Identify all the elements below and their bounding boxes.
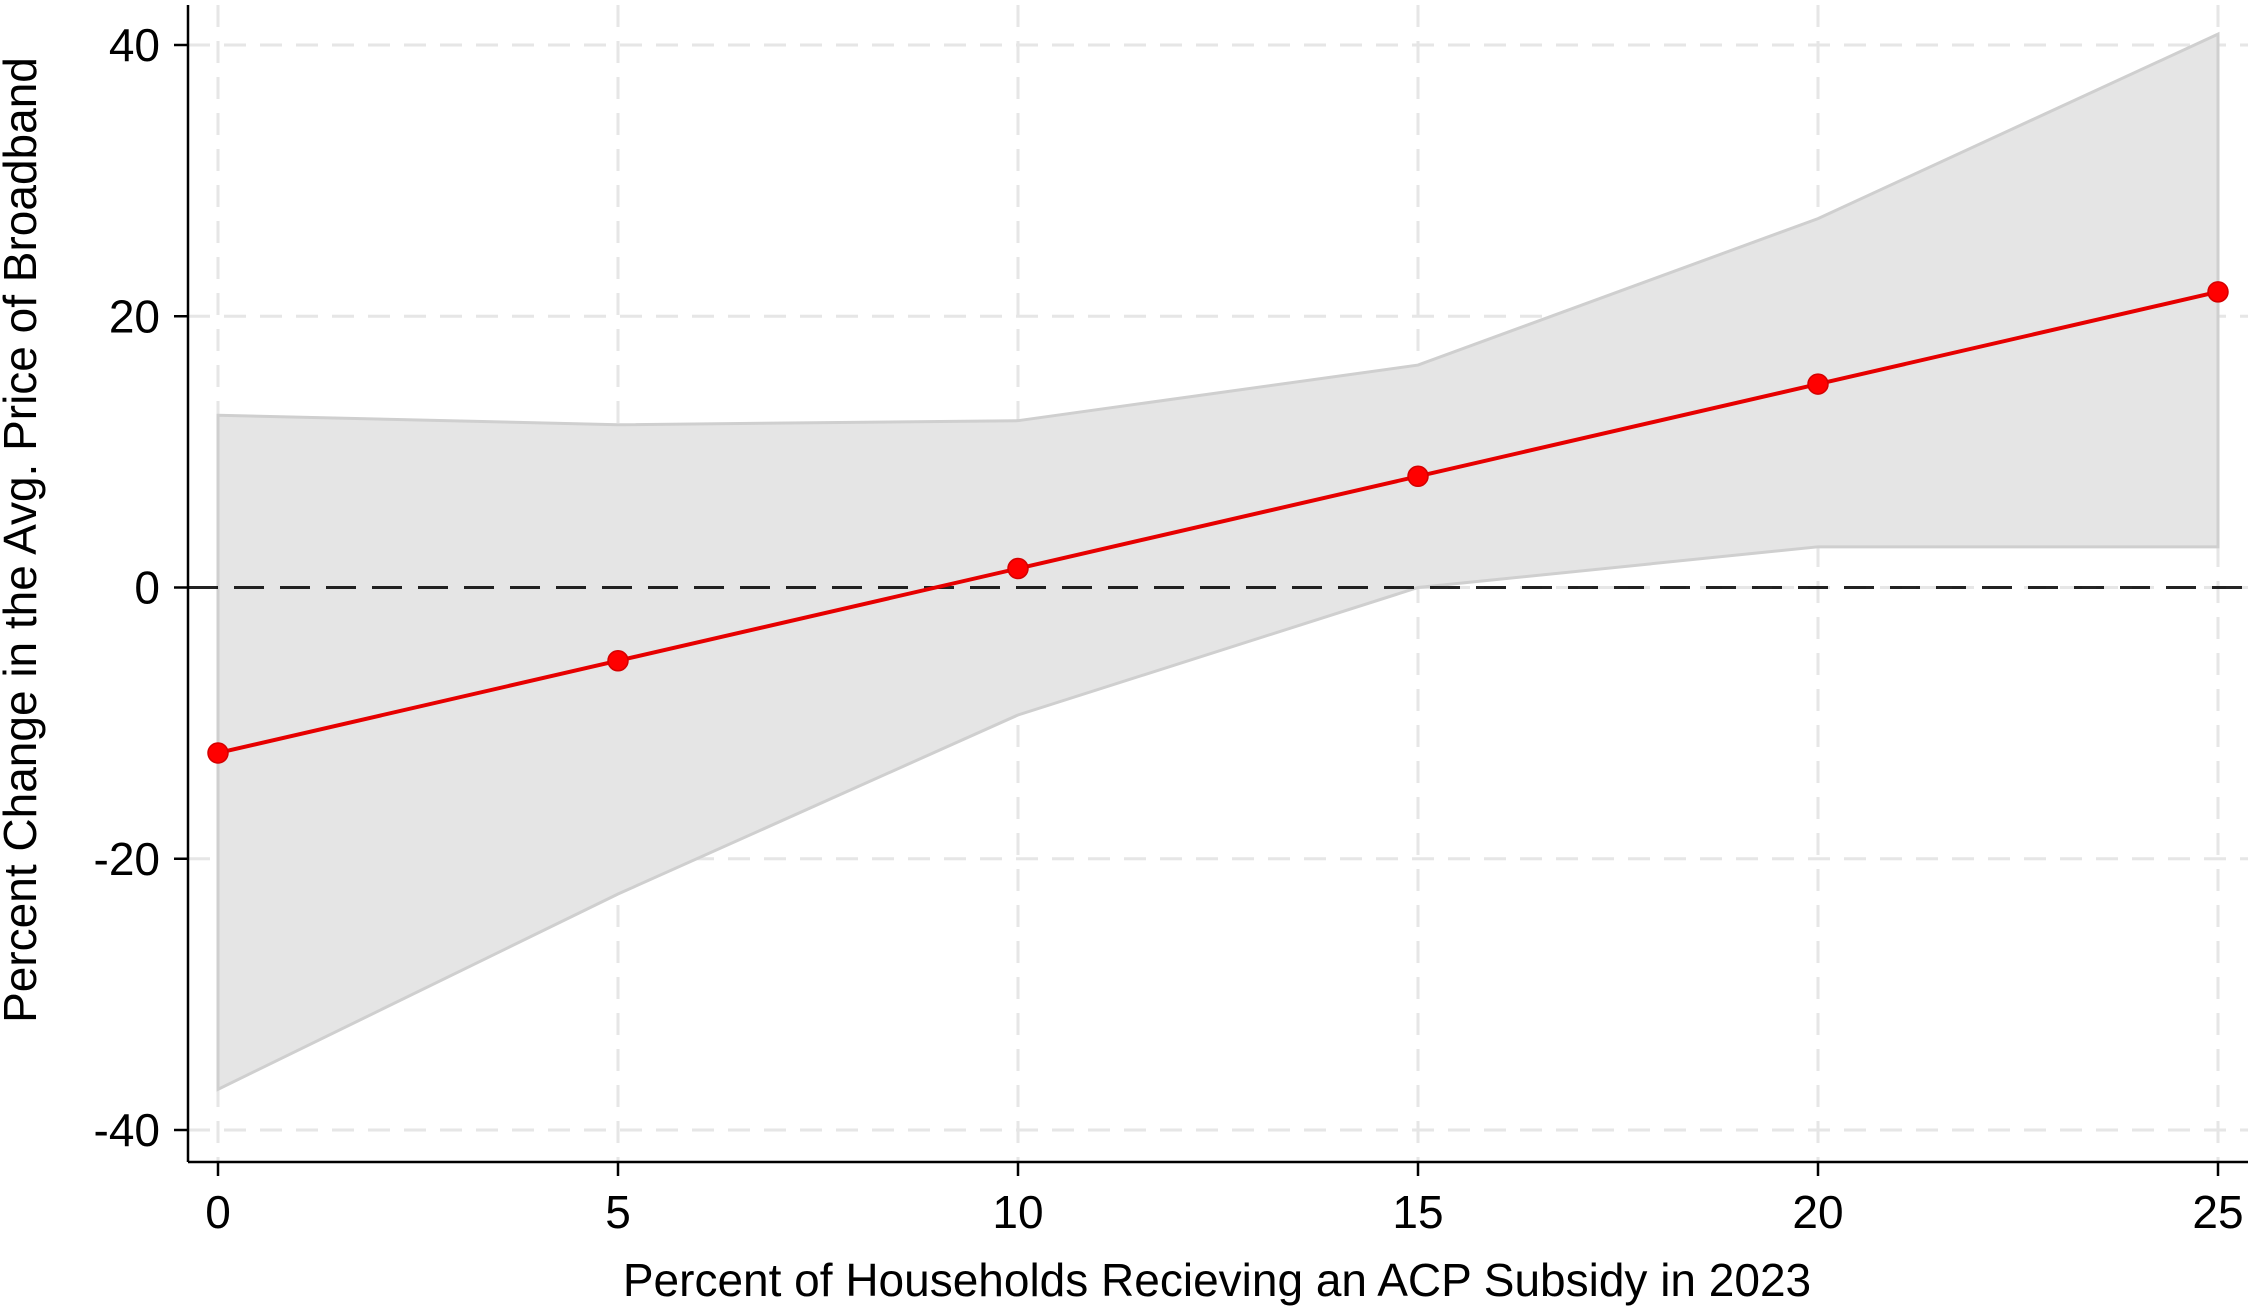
axes <box>174 5 2248 1176</box>
data-point <box>607 649 629 672</box>
data-point <box>207 742 229 764</box>
x-tick-label: 25 <box>2192 1186 2243 1238</box>
data-point <box>2207 281 2229 303</box>
series-line <box>217 289 2219 755</box>
y-tick-label: 0 <box>134 562 160 614</box>
y-tick-label: -40 <box>94 1104 160 1156</box>
data-point <box>1407 465 1429 488</box>
x-tick-label: 10 <box>992 1186 1043 1238</box>
estimate-line <box>217 289 2219 755</box>
x-tick-label: 5 <box>605 1186 631 1238</box>
y-tick-label: 40 <box>109 19 160 71</box>
data-point <box>1007 557 1029 580</box>
x-tick-label: 15 <box>1392 1186 1443 1238</box>
x-axis-title: Percent of Households Recieving an ACP S… <box>623 1254 1811 1306</box>
y-tick-labels: -40 -20 0 20 40 <box>94 19 160 1156</box>
y-axis-title: Percent Change in the Avg. Price of Broa… <box>0 57 46 1023</box>
x-tick-label: 20 <box>1792 1186 1843 1238</box>
x-tick-labels: 0 5 10 15 20 25 <box>205 1186 2243 1238</box>
estimate-markers <box>207 281 2229 764</box>
y-tick-label: 20 <box>109 290 160 342</box>
y-tick-label: -20 <box>94 833 160 885</box>
confidence-band <box>216 31 2220 1092</box>
data-point <box>1807 373 1829 395</box>
x-tick-label: 0 <box>205 1186 231 1238</box>
confidence-interval-area <box>216 31 2220 1092</box>
